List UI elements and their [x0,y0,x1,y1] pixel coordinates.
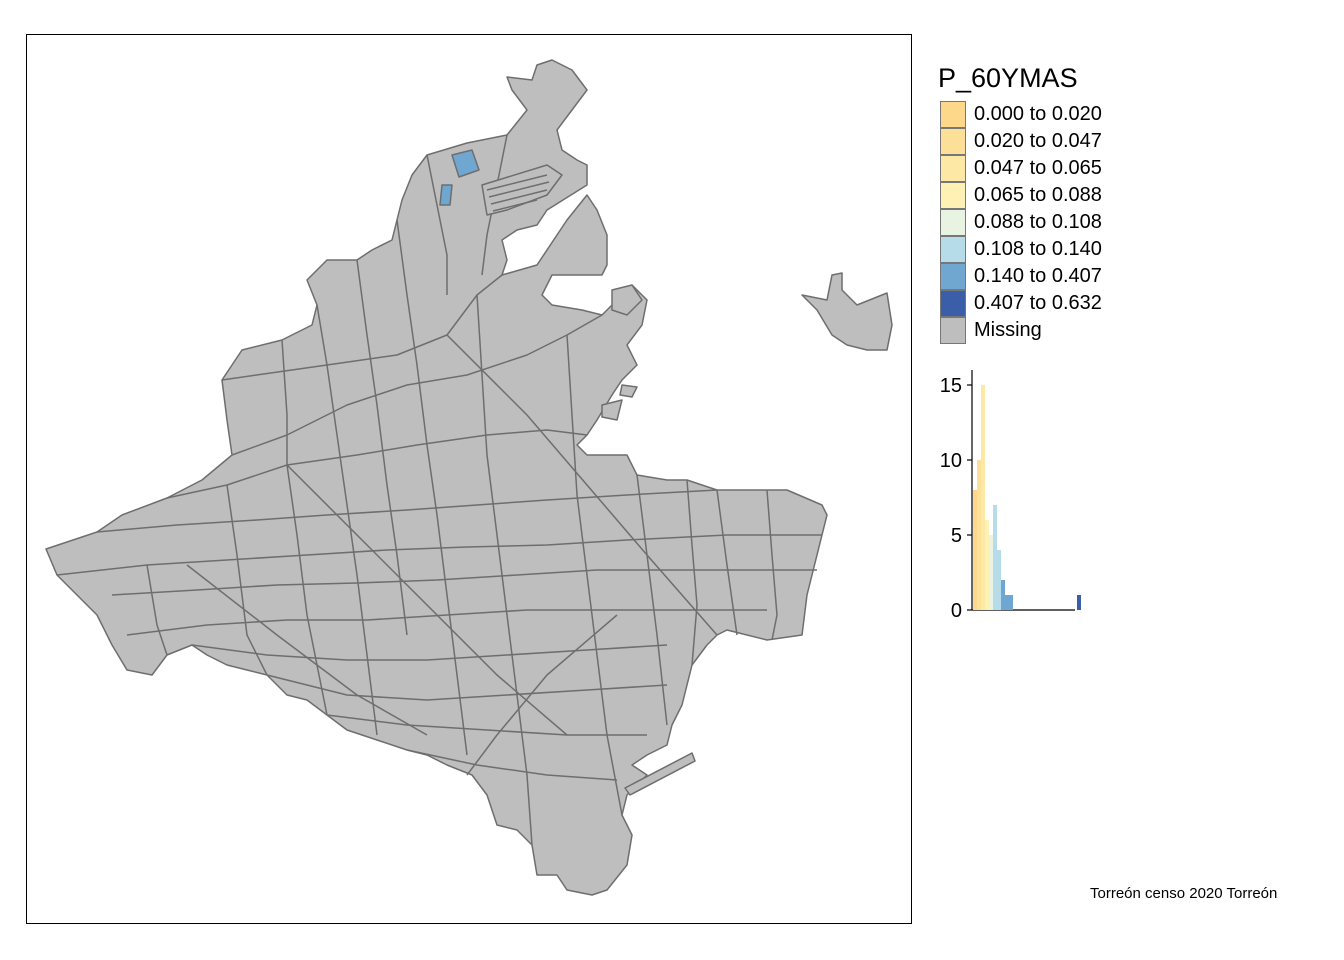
map-credits: Torreón censo 2020 Torreón [1090,885,1278,902]
legend-item: Missing [938,317,1102,344]
legend-swatch [940,317,966,344]
legend-label: 0.020 to 0.047 [974,130,1102,152]
legend-swatch [940,182,966,209]
legend-label: 0.140 to 0.407 [974,265,1102,287]
tract-highlight [451,149,480,178]
legend-swatch [940,209,966,236]
legend-label: 0.047 to 0.065 [974,157,1102,179]
city-outline [45,59,828,896]
legend-swatch [940,101,966,128]
legend-title: P_60YMAS [938,63,1078,93]
legend-item: 0.065 to 0.088 [938,182,1102,209]
city-map [45,59,893,896]
histogram-tick-label: 5 [951,525,962,547]
histogram-bar [1005,595,1009,610]
legend-label: 0.065 to 0.088 [974,184,1102,206]
legend-label: 0.000 to 0.020 [974,103,1102,125]
legend-list: 0.000 to 0.020 0.020 to 0.047 0.047 to 0.0… [938,101,1102,344]
legend-item: 0.140 to 0.407 [938,263,1102,290]
legend-item: 0.020 to 0.047 [938,128,1102,155]
histogram-bar [985,520,989,610]
histogram-bar [977,460,981,610]
legend-swatch [940,236,966,263]
histogram-bar [997,550,1001,610]
histogram-bar [993,505,997,610]
histogram-bar [989,535,993,610]
legend-item: 0.047 to 0.065 [938,155,1102,182]
histogram-tick-label: 10 [940,450,962,472]
legend-swatch [940,263,966,290]
histogram-tick-label: 0 [951,600,962,622]
legend: P_60YMAS 0.000 to 0.020 0.020 to 0.047 0.0… [938,62,1102,344]
histogram-bar [981,385,985,610]
legend-item: 0.000 to 0.020 [938,101,1102,128]
histogram-bar [1001,580,1005,610]
legend-label: 0.108 to 0.140 [974,238,1102,260]
histogram-chart: 0 5 10 15 [940,370,1081,622]
legend-swatch [940,155,966,182]
legend-label: 0.088 to 0.108 [974,211,1102,233]
legend-label: 0.407 to 0.632 [974,292,1102,314]
histogram-bar [1077,595,1081,610]
legend-item: 0.407 to 0.632 [938,290,1102,317]
legend-swatch [940,290,966,317]
legend-item: 0.108 to 0.140 [938,236,1102,263]
histogram-bar [973,490,977,610]
histogram-bar [1009,595,1013,610]
legend-item: 0.088 to 0.108 [938,209,1102,236]
legend-label: Missing [974,319,1042,341]
legend-swatch [940,128,966,155]
histogram-tick-label: 15 [940,375,962,397]
map-panel [26,34,912,924]
east-cluster [801,272,893,351]
